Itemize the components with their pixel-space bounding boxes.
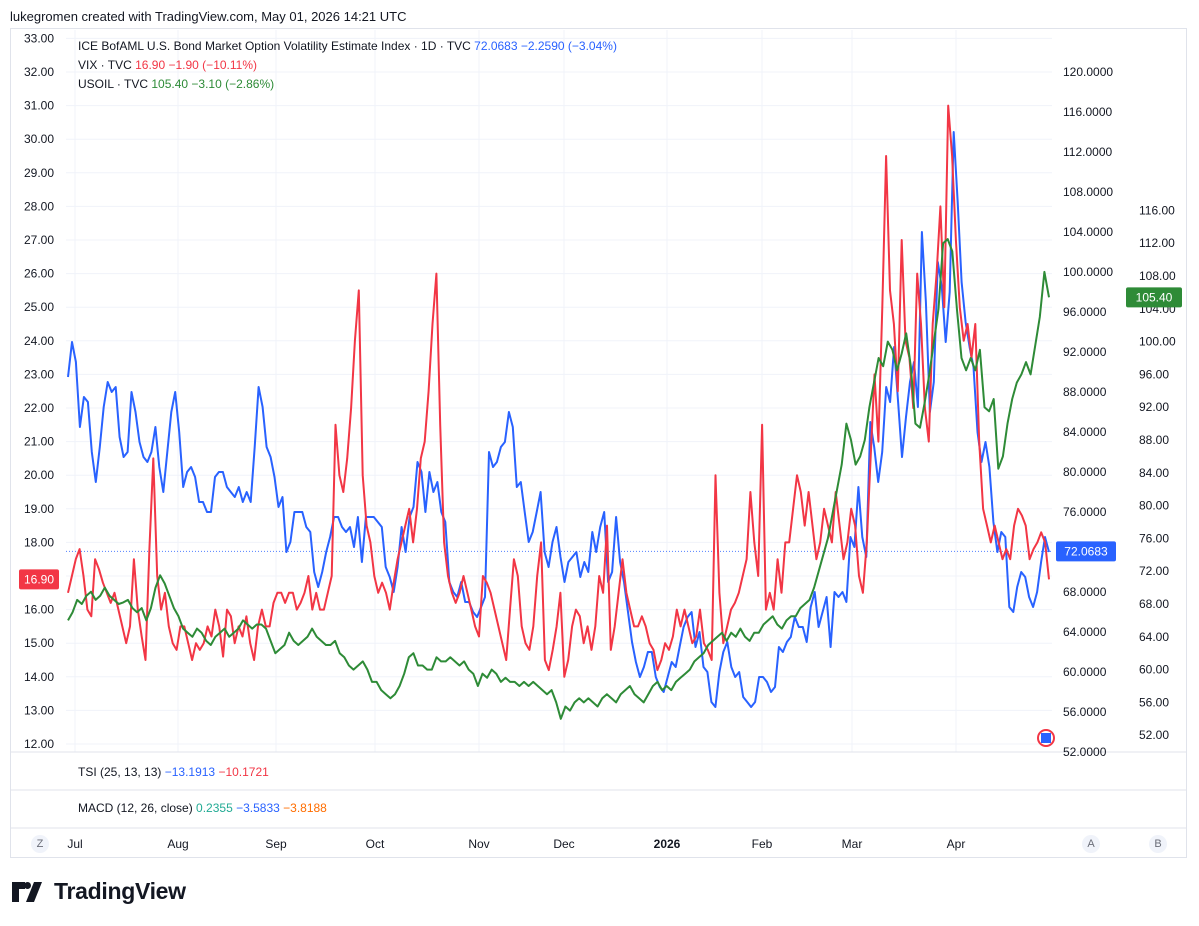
outer-right-axis-tick: 56.00 <box>1139 695 1169 709</box>
us-flag-icon <box>1037 729 1055 747</box>
outer-right-axis-tick: 60.00 <box>1139 663 1169 677</box>
inner-right-axis-tick: 92.0000 <box>1063 345 1107 359</box>
left-axis-tick: 12.00 <box>24 737 54 751</box>
outer-right-axis-tick: 108.00 <box>1139 269 1176 283</box>
x-axis-tick: Mar <box>842 837 863 851</box>
inner-right-axis-tick: 108.0000 <box>1063 185 1113 199</box>
left-axis-tick: 15.00 <box>24 636 54 650</box>
usoil-last-badge <box>1126 287 1182 308</box>
left-axis-tick: 26.00 <box>24 267 54 281</box>
inner-right-axis-tick: 120.0000 <box>1063 65 1113 79</box>
legend-series-value: 72.0683 −2.2590 (−3.04%) <box>474 39 617 53</box>
inner-right-axis-tick: 116.0000 <box>1063 105 1112 119</box>
left-axis-tick: 29.00 <box>24 166 54 180</box>
series-line-2 <box>67 238 1050 720</box>
left-axis-tick: 13.00 <box>24 703 54 717</box>
usoil-last-badge-text: 105.40 <box>1136 290 1173 304</box>
outer-right-axis-tick: 116.00 <box>1139 203 1175 217</box>
inner-right-axis-tick: 76.0000 <box>1063 505 1107 519</box>
outer-right-axis-tick: 88.00 <box>1139 433 1169 447</box>
outer-right-axis-tick: 92.00 <box>1139 400 1169 414</box>
vix-last-badge <box>19 569 59 590</box>
legend-series-value: 16.90 −1.90 (−10.11%) <box>135 58 257 72</box>
left-axis-tick: 30.00 <box>24 132 54 146</box>
x-axis-tick: Apr <box>947 837 966 851</box>
header-credit: lukegromen created with TradingView.com,… <box>10 9 407 24</box>
outer-right-axis-tick: 96.00 <box>1139 367 1169 381</box>
left-axis-tick: 25.00 <box>24 300 54 314</box>
logo-text: TradingView <box>54 878 186 904</box>
x-axis-tick: Feb <box>752 837 773 851</box>
tradingview-logo[interactable]: TradingView <box>12 878 186 905</box>
series-line-0 <box>67 131 1050 708</box>
inner-right-axis-tick: 64.0000 <box>1063 625 1107 639</box>
inner-right-axis-tick: 52.0000 <box>1063 745 1107 759</box>
left-axis-tick: 33.00 <box>24 31 54 45</box>
legend-row-2: USOIL · TVC 105.40 −3.10 (−2.86%) <box>78 77 274 91</box>
left-axis-tick: 27.00 <box>24 233 54 247</box>
outer-right-axis-tick: 100.00 <box>1139 335 1176 349</box>
outer-right-axis-tick: 68.00 <box>1139 597 1169 611</box>
x-axis-tick: Aug <box>167 837 188 851</box>
us-flag-icon-canton <box>1041 733 1051 743</box>
x-axis-tick: Jul <box>67 837 82 851</box>
bond-vol-last-badge-text: 72.0683 <box>1064 544 1108 558</box>
left-axis-tick: 22.00 <box>24 401 54 415</box>
inner-right-axis-tick: 60.0000 <box>1063 665 1107 679</box>
left-axis-tick: 19.00 <box>24 502 54 516</box>
tradingview-logo-icon <box>12 881 42 902</box>
inner-right-axis-tick: 56.0000 <box>1063 705 1107 719</box>
left-axis-tick: 20.00 <box>24 468 54 482</box>
inner-right-axis-tick: 88.0000 <box>1063 385 1107 399</box>
auto-scale-button[interactable]: A <box>1082 835 1100 853</box>
left-axis-tick: 31.00 <box>24 99 54 113</box>
legend-series-value: 105.40 −3.10 (−2.86%) <box>151 77 274 91</box>
left-axis-tick: 24.00 <box>24 334 54 348</box>
bond-vol-last-badge <box>1056 541 1116 562</box>
left-axis-tick: 16.00 <box>24 603 54 617</box>
chart-frame <box>10 28 1187 858</box>
legend-series-name: USOIL · TVC <box>78 77 151 91</box>
x-axis-tick: Oct <box>366 837 385 851</box>
outer-right-axis-tick: 72.00 <box>1139 564 1169 578</box>
inner-right-axis-tick: 104.0000 <box>1063 225 1113 239</box>
legend-row-0: ICE BofAML U.S. Bond Market Option Volat… <box>78 39 617 53</box>
tsi-indicator-label: TSI (25, 13, 13) −13.1913 −10.1721 <box>78 765 269 779</box>
x-axis-tick: Dec <box>553 837 574 851</box>
legend-series-name: VIX · TVC <box>78 58 135 72</box>
x-axis-tick: Nov <box>468 837 489 851</box>
inner-right-axis-tick: 68.0000 <box>1063 585 1107 599</box>
left-axis-tick: 32.00 <box>24 65 54 79</box>
x-axis-tick: Sep <box>265 837 287 851</box>
inner-right-axis-tick: 112.0000 <box>1063 145 1112 159</box>
left-axis-tick: 14.00 <box>24 670 54 684</box>
vix-last-badge-text: 16.90 <box>24 572 54 586</box>
chart-grid <box>66 30 1052 752</box>
outer-right-axis-tick: 112.00 <box>1139 236 1175 250</box>
outer-right-axis-tick: 52.00 <box>1139 728 1169 742</box>
series-line-1 <box>67 104 1050 678</box>
outer-right-axis-tick: 76.00 <box>1139 531 1169 545</box>
left-axis-tick: 21.00 <box>24 435 54 449</box>
outer-right-axis-tick: 64.00 <box>1139 630 1169 644</box>
inner-right-axis-tick: 96.0000 <box>1063 305 1107 319</box>
zoom-button[interactable]: Z <box>31 835 49 853</box>
left-axis-tick: 18.00 <box>24 535 54 549</box>
left-axis-tick: 23.00 <box>24 367 54 381</box>
bracket-button[interactable]: B <box>1149 835 1167 853</box>
macd-indicator-label: MACD (12, 26, close) 0.2355 −3.5833 −3.8… <box>78 801 327 815</box>
outer-right-axis-tick: 80.00 <box>1139 499 1169 513</box>
legend-row-1: VIX · TVC 16.90 −1.90 (−10.11%) <box>78 58 257 72</box>
legend-series-name: ICE BofAML U.S. Bond Market Option Volat… <box>78 39 474 53</box>
inner-right-axis-tick: 84.0000 <box>1063 425 1107 439</box>
inner-right-axis-tick: 80.0000 <box>1063 465 1107 479</box>
x-axis-tick: 2026 <box>654 837 681 851</box>
inner-right-axis-tick: 100.0000 <box>1063 265 1113 279</box>
left-axis-tick: 28.00 <box>24 199 54 213</box>
outer-right-axis-tick: 84.00 <box>1139 466 1169 480</box>
